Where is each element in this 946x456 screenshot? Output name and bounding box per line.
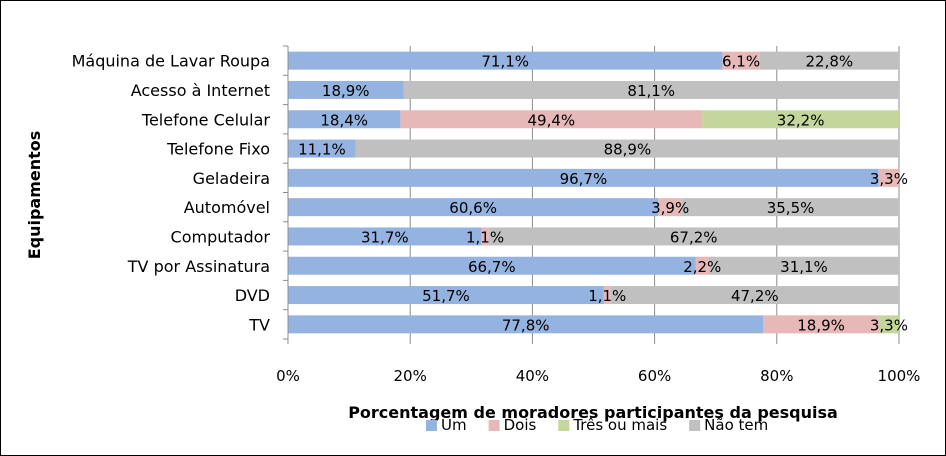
bar-segment bbox=[288, 80, 404, 99]
bar-segment bbox=[288, 198, 659, 217]
bar-segment bbox=[682, 198, 899, 217]
data-label: 77,8% bbox=[502, 316, 550, 334]
bar-segment bbox=[400, 110, 703, 129]
legend-label: Um bbox=[441, 416, 467, 434]
data-label: 18,9% bbox=[797, 316, 845, 334]
axis-layer: 0% 20% 40% 60% 80% 100% Máquina de Lavar Roupa… bbox=[72, 45, 921, 385]
legend-swatch bbox=[558, 420, 570, 431]
legend-swatch bbox=[689, 420, 701, 431]
category-label: TV bbox=[248, 315, 270, 334]
legend: Um Dois Três ou mais Não tem bbox=[426, 416, 768, 434]
data-label: 18,4% bbox=[320, 111, 368, 129]
legend-label: Dois bbox=[504, 416, 537, 434]
category-label: Automóvel bbox=[184, 198, 270, 217]
x-tick-label: 0% bbox=[276, 367, 300, 385]
category-label: Telefone Celular bbox=[141, 110, 271, 129]
bar-segment bbox=[488, 227, 899, 246]
category-label: Acesso à Internet bbox=[131, 81, 270, 100]
data-label: 31,1% bbox=[780, 258, 828, 276]
bar-segment bbox=[288, 315, 764, 334]
legend-swatch bbox=[488, 420, 500, 431]
x-tick-label: 100% bbox=[878, 367, 921, 385]
bar-segment bbox=[481, 227, 489, 246]
category-label: DVD bbox=[235, 286, 270, 305]
bar-segment bbox=[288, 168, 879, 187]
bar-segment bbox=[878, 168, 899, 187]
x-tick-label: 60% bbox=[638, 367, 671, 385]
data-label: 96,7% bbox=[560, 170, 608, 188]
bar-segment bbox=[403, 80, 899, 99]
data-label: 88,9% bbox=[604, 141, 652, 159]
data-label: 60,6% bbox=[449, 199, 497, 217]
data-label: 1,1% bbox=[466, 228, 504, 246]
bar-segment bbox=[763, 315, 879, 334]
category-label: TV por Assinatura bbox=[127, 257, 270, 276]
data-label: 66,7% bbox=[468, 258, 516, 276]
label-layer: 71,1% 6,1% 22,8% 18,9% 81,1% 18,4% 49,4% 32,2% 1… bbox=[298, 53, 908, 335]
data-label: 31,7% bbox=[361, 228, 409, 246]
x-tick-label: 80% bbox=[760, 367, 793, 385]
data-label: 3,3% bbox=[870, 170, 908, 188]
bar-segment bbox=[658, 198, 683, 217]
bar-layer bbox=[288, 51, 899, 334]
bar-segment bbox=[288, 227, 482, 246]
data-label: 49,4% bbox=[528, 111, 576, 129]
data-label: 6,1% bbox=[722, 53, 760, 71]
data-label: 71,1% bbox=[481, 53, 529, 71]
bar-segment bbox=[288, 51, 723, 70]
category-label: Máquina de Lavar Roupa bbox=[72, 52, 270, 71]
data-label: 81,1% bbox=[627, 82, 675, 100]
category-label: Computador bbox=[171, 227, 271, 246]
bar-segment bbox=[695, 256, 709, 275]
bar-segment bbox=[288, 139, 356, 158]
x-tick-label: 20% bbox=[394, 367, 427, 385]
data-label: 18,9% bbox=[322, 82, 370, 100]
bar-segment bbox=[355, 139, 899, 158]
data-label: 2,2% bbox=[683, 258, 721, 276]
data-label: 3,9% bbox=[651, 199, 689, 217]
legend-swatch bbox=[426, 420, 437, 431]
bar-segment bbox=[722, 51, 760, 70]
bar-segment bbox=[288, 286, 604, 305]
data-label: 3,3% bbox=[870, 316, 908, 334]
bar-segment bbox=[708, 256, 899, 275]
data-label: 35,5% bbox=[767, 199, 815, 217]
bar-segment bbox=[702, 110, 899, 129]
category-label: Telefone Fixo bbox=[166, 140, 270, 159]
data-label: 1,1% bbox=[588, 287, 626, 305]
bar-segment bbox=[288, 110, 401, 129]
x-axis-title: Porcentagem de moradores participantes d… bbox=[348, 403, 838, 422]
x-tick-label: 40% bbox=[516, 367, 549, 385]
data-label: 11,1% bbox=[298, 141, 346, 159]
bar-segment bbox=[610, 286, 899, 305]
legend-label: Não tem bbox=[704, 416, 768, 434]
y-axis-title: Equipamentos bbox=[25, 131, 44, 260]
data-label: 47,2% bbox=[731, 287, 779, 305]
bar-segment bbox=[603, 286, 611, 305]
data-label: 22,8% bbox=[806, 53, 854, 71]
data-label: 32,2% bbox=[777, 111, 825, 129]
bar-segment bbox=[288, 256, 696, 275]
bar-segment bbox=[878, 315, 899, 334]
legend-label: Três ou mais bbox=[572, 416, 667, 434]
bar-segment bbox=[759, 51, 899, 70]
category-label: Geladeira bbox=[193, 169, 270, 188]
data-label: 67,2% bbox=[670, 228, 718, 246]
data-label: 51,7% bbox=[422, 287, 470, 305]
